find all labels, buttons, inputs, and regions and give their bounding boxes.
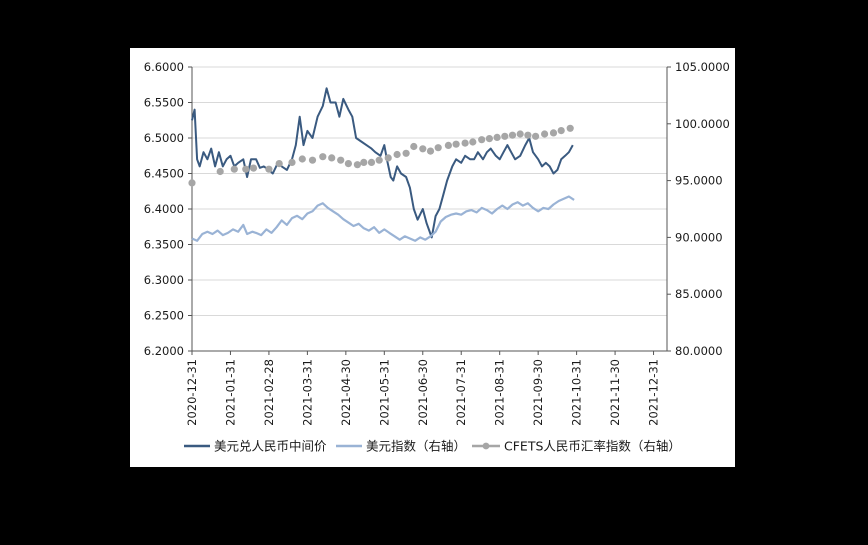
x-tick-label-3: 2021-03-31 [300, 359, 314, 426]
legend-label-rmb: 美元兑人民币中间价 [214, 439, 327, 454]
left-tick-label-7: 6.5500 [144, 96, 184, 110]
left-tick-label-0: 6.2000 [144, 344, 184, 358]
cfets-point-18 [384, 154, 392, 162]
cfets-point-12 [337, 156, 345, 164]
right-tick-label-0: 80.0000 [675, 344, 723, 358]
gridlines [192, 66, 667, 352]
cfets-point-11 [328, 154, 336, 162]
cfets-point-6 [275, 160, 283, 168]
series-cfets [188, 124, 574, 187]
x-tick-label-9: 2021-09-30 [531, 359, 545, 426]
cfets-point-0 [188, 179, 196, 187]
x-tick-label-10: 2021-10-31 [570, 359, 584, 426]
cfets-point-35 [524, 131, 532, 139]
left-tick-label-2: 6.3000 [144, 273, 184, 287]
cfets-point-34 [516, 130, 524, 138]
cfets-point-23 [426, 147, 435, 155]
series-layer [188, 87, 575, 242]
right-tick-label-4: 100.0000 [675, 117, 730, 131]
chart-svg: 6.2000 6.2500 6.3000 6.3500 6.4000 6.4500 6.50… [144, 60, 730, 454]
x-tick-label-1: 2021-01-31 [223, 359, 237, 426]
cfets-point-7 [288, 158, 296, 166]
left-tick-label-3: 6.3500 [144, 238, 184, 252]
x-tick-label-8: 2021-08-31 [493, 359, 507, 426]
series-line-usd_index [191, 195, 575, 242]
cfets-point-33 [508, 131, 517, 139]
x-tick-label-6: 2021-06-30 [416, 359, 430, 426]
right-tick-label-5: 105.0000 [675, 60, 730, 74]
x-tick-label-4: 2021-04-30 [339, 359, 353, 426]
cfets-point-36 [532, 132, 540, 140]
series-line-rmb [191, 87, 574, 239]
x-tick-label-12: 2021-12-31 [647, 359, 661, 426]
left-tick-label-5: 6.4500 [144, 167, 184, 181]
cfets-point-21 [410, 142, 418, 151]
legend-label-usd-index: 美元指数（右轴） [366, 439, 466, 454]
cfets-point-27 [461, 139, 469, 147]
cfets-point-9 [308, 156, 317, 164]
left-tick-label-4: 6.4000 [144, 202, 184, 216]
cfets-point-10 [319, 153, 327, 161]
cfets-point-15 [360, 158, 368, 166]
cfets-point-28 [469, 138, 477, 146]
x-tick-label-11: 2021-11-30 [608, 359, 622, 426]
cfets-point-3 [242, 165, 250, 173]
right-tick-label-3: 95.0000 [675, 174, 723, 188]
cfets-point-38 [549, 129, 558, 137]
cfets-point-19 [393, 150, 401, 159]
right-tick-label-1: 85.0000 [675, 287, 723, 301]
left-tick-label-8: 6.6000 [144, 60, 184, 74]
series-rmb [191, 87, 574, 239]
cfets-point-2 [230, 165, 238, 173]
cfets-point-40 [566, 124, 574, 132]
legend-marker-cfets [482, 442, 490, 450]
cfets-point-22 [419, 145, 427, 153]
cfets-point-16 [367, 158, 376, 166]
x-tick-label-7: 2021-07-31 [454, 359, 468, 426]
cfets-point-8 [298, 155, 306, 163]
cfets-point-13 [344, 160, 352, 168]
cfets-point-17 [375, 156, 383, 164]
x-tick-label-0: 2020-12-31 [185, 359, 199, 426]
cfets-point-25 [444, 141, 452, 149]
cfets-point-4 [249, 164, 258, 172]
cfets-point-26 [452, 140, 460, 148]
cfets-point-39 [557, 127, 565, 135]
cfets-point-31 [493, 133, 501, 141]
cfets-point-29 [478, 136, 486, 144]
x-tick-label-2: 2021-02-28 [262, 359, 276, 426]
left-tick-label-1: 6.2500 [144, 309, 184, 323]
chart-panel: 6.2000 6.2500 6.3000 6.3500 6.4000 6.4500 6.50… [130, 48, 735, 467]
cfets-point-24 [434, 144, 442, 152]
legend: 美元兑人民币中间价 美元指数（右轴） CFETS人民币汇率指数（右轴） [184, 439, 681, 454]
cfets-point-37 [541, 130, 549, 138]
x-tick-label-5: 2021-05-31 [377, 359, 391, 426]
cfets-point-20 [402, 149, 410, 157]
series-usd_index [191, 195, 575, 242]
cfets-point-1 [216, 167, 224, 176]
cfets-point-30 [485, 135, 493, 143]
cfets-point-14 [353, 161, 361, 169]
axes: 6.2000 6.2500 6.3000 6.3500 6.4000 6.4500 6.50… [144, 60, 730, 426]
right-tick-label-2: 90.0000 [675, 230, 723, 244]
cfets-point-5 [265, 165, 273, 173]
cfets-point-32 [501, 132, 509, 140]
legend-label-cfets: CFETS人民币汇率指数（右轴） [504, 439, 681, 454]
left-tick-label-6: 6.5000 [144, 131, 184, 145]
